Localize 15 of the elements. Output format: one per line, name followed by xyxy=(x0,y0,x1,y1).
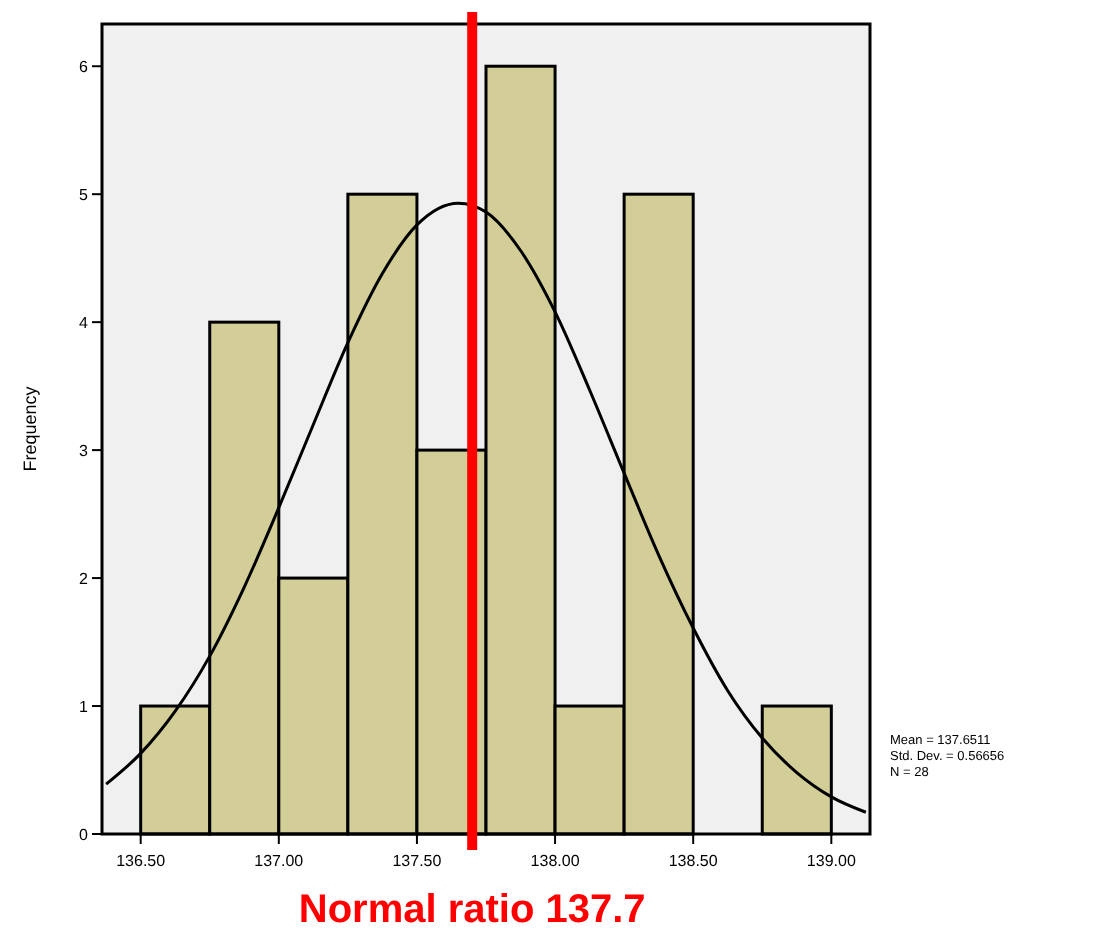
y-tick-label: 4 xyxy=(79,313,90,332)
y-tick-label: 1 xyxy=(79,697,90,716)
x-tick-label: 137.50 xyxy=(392,852,443,870)
ref-line-label: Normal ratio 137.7 xyxy=(298,888,646,932)
y-tick-label: 5 xyxy=(79,185,90,204)
y-tick-label: 3 xyxy=(79,441,90,460)
x-tick-label: 138.50 xyxy=(668,852,719,870)
x-tick-label: 136.50 xyxy=(116,852,167,870)
y-tick-label: 0 xyxy=(79,825,90,844)
x-tick-label: 138.00 xyxy=(530,852,581,870)
y-tick-label: 2 xyxy=(79,569,90,588)
y-tick-label: 6 xyxy=(79,57,90,76)
x-tick-label: 139.00 xyxy=(806,852,857,870)
x-tick-label: 137.00 xyxy=(254,852,305,870)
y-axis-title: Frequency xyxy=(20,385,40,472)
